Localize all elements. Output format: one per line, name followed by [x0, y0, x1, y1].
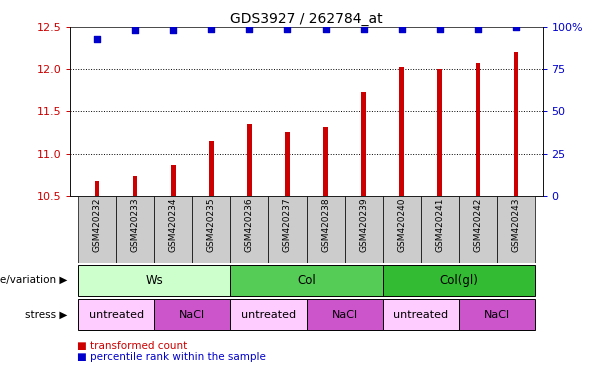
- Bar: [78, 300, 154, 330]
- Bar: [285, 132, 290, 196]
- Text: NaCl: NaCl: [332, 310, 357, 320]
- Text: GSM420234: GSM420234: [169, 198, 178, 252]
- Text: Col(gl): Col(gl): [440, 274, 478, 287]
- Point: [359, 25, 368, 31]
- Point: [283, 25, 292, 31]
- Text: GSM420235: GSM420235: [207, 198, 216, 253]
- Point: [473, 25, 482, 31]
- Bar: [154, 196, 192, 263]
- Text: ■ transformed count: ■ transformed count: [77, 341, 187, 351]
- Bar: [438, 69, 442, 196]
- Bar: [78, 265, 230, 296]
- Bar: [459, 196, 497, 263]
- Bar: [323, 127, 328, 196]
- Bar: [268, 196, 306, 263]
- Text: stress ▶: stress ▶: [25, 310, 67, 320]
- Bar: [247, 124, 252, 196]
- Bar: [383, 196, 421, 263]
- Point: [92, 36, 102, 42]
- Bar: [421, 196, 459, 263]
- Bar: [192, 196, 230, 263]
- Text: untreated: untreated: [241, 310, 296, 320]
- Point: [245, 25, 254, 31]
- Text: GSM420241: GSM420241: [435, 198, 444, 252]
- Point: [397, 25, 406, 31]
- Text: genotype/variation ▶: genotype/variation ▶: [0, 275, 67, 285]
- Point: [169, 27, 178, 33]
- Bar: [306, 196, 345, 263]
- Text: GSM420237: GSM420237: [283, 198, 292, 253]
- Bar: [230, 300, 306, 330]
- Bar: [171, 165, 175, 196]
- Bar: [459, 300, 535, 330]
- Point: [207, 25, 216, 31]
- Point: [131, 27, 140, 33]
- Bar: [133, 176, 137, 196]
- Bar: [230, 265, 383, 296]
- Bar: [476, 63, 480, 196]
- Point: [511, 24, 521, 30]
- Text: untreated: untreated: [393, 310, 448, 320]
- Text: GSM420232: GSM420232: [93, 198, 102, 252]
- Text: GSM420243: GSM420243: [511, 198, 520, 252]
- Text: Ws: Ws: [145, 274, 163, 287]
- Bar: [209, 141, 213, 196]
- Text: GSM420242: GSM420242: [473, 198, 482, 252]
- Text: GSM420233: GSM420233: [131, 198, 140, 253]
- Bar: [345, 196, 383, 263]
- Text: untreated: untreated: [89, 310, 143, 320]
- Bar: [383, 265, 535, 296]
- Text: NaCl: NaCl: [179, 310, 205, 320]
- Bar: [78, 196, 116, 263]
- Bar: [95, 182, 99, 196]
- Bar: [497, 196, 535, 263]
- Bar: [383, 300, 459, 330]
- Point: [321, 25, 330, 31]
- Bar: [230, 196, 268, 263]
- Text: GSM420240: GSM420240: [397, 198, 406, 252]
- Text: Col: Col: [297, 274, 316, 287]
- Text: GSM420239: GSM420239: [359, 198, 368, 253]
- Text: GSM420238: GSM420238: [321, 198, 330, 253]
- Text: GSM420236: GSM420236: [245, 198, 254, 253]
- Bar: [306, 300, 383, 330]
- Text: ■ percentile rank within the sample: ■ percentile rank within the sample: [77, 352, 265, 362]
- Bar: [514, 52, 518, 196]
- Bar: [116, 196, 154, 263]
- Bar: [361, 92, 366, 196]
- Point: [435, 25, 444, 31]
- Bar: [154, 300, 230, 330]
- Bar: [400, 66, 404, 196]
- Text: NaCl: NaCl: [484, 310, 510, 320]
- Title: GDS3927 / 262784_at: GDS3927 / 262784_at: [230, 12, 383, 26]
